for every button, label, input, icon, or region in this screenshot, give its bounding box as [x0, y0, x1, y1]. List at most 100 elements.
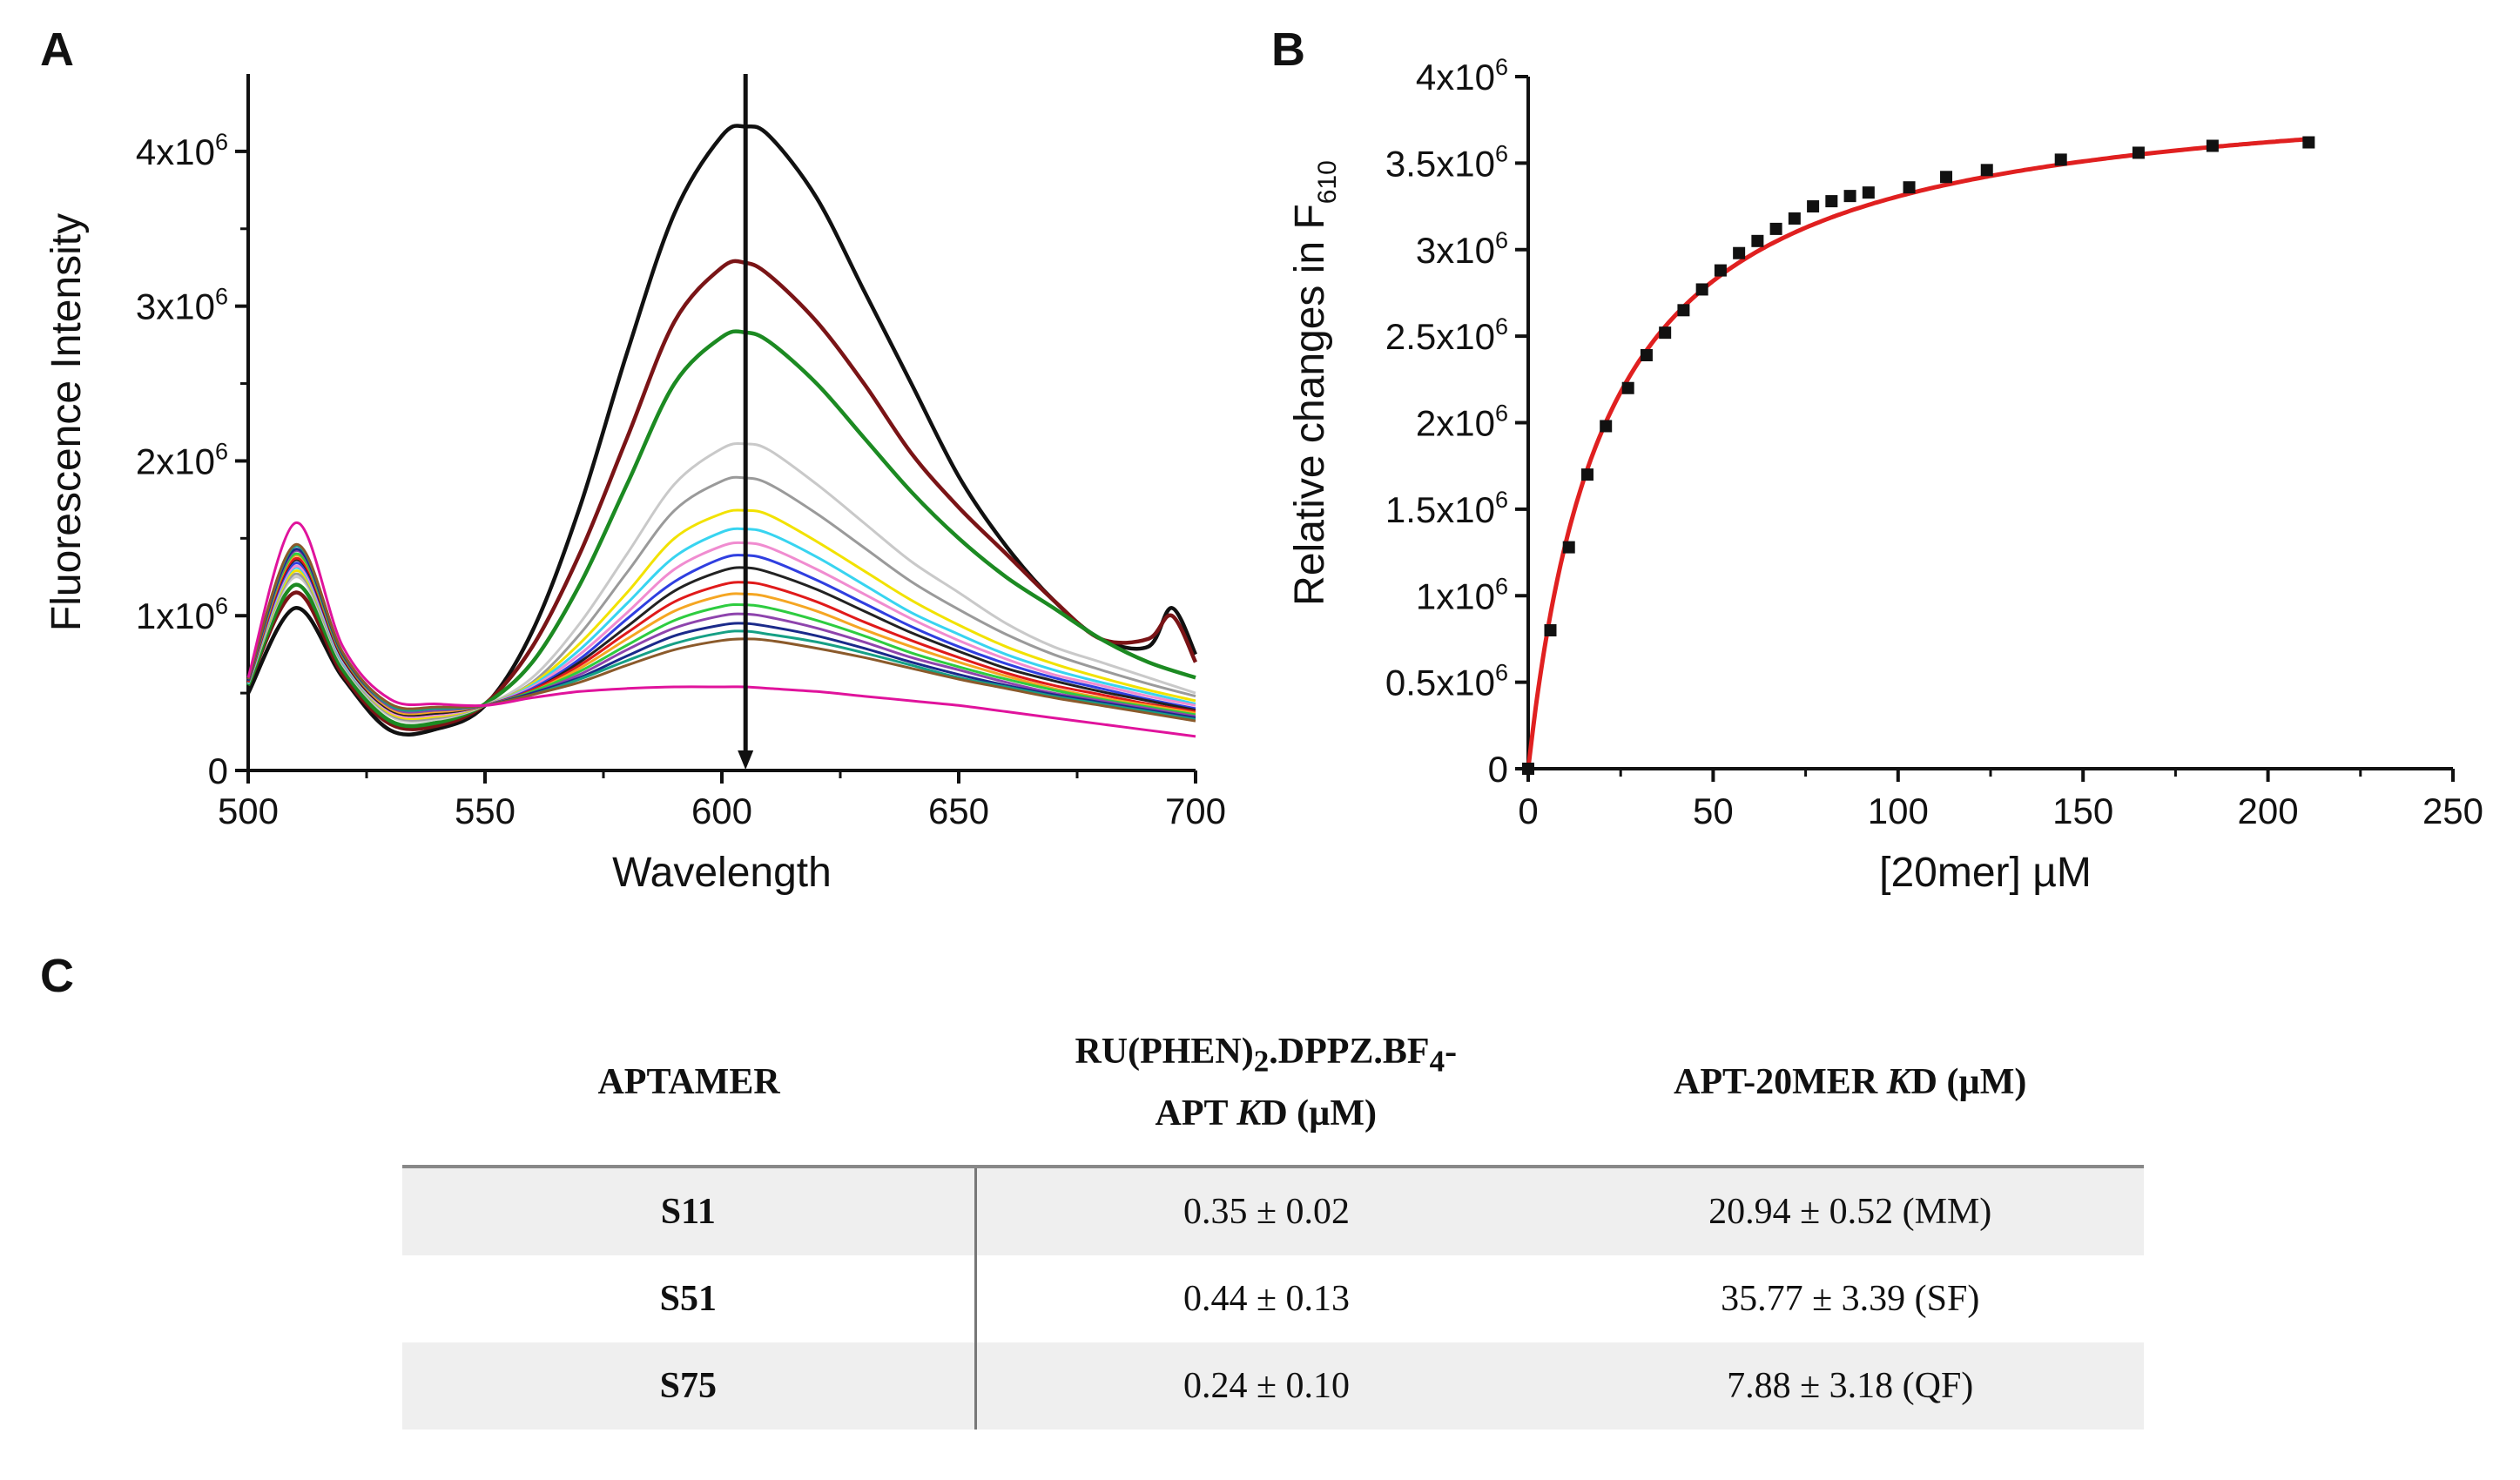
data-point — [1695, 283, 1708, 296]
panel-label-b: B — [1271, 24, 1305, 76]
y-tick-label-exponent: 6 — [1495, 54, 1508, 80]
y-tick-label-exponent: 6 — [1495, 573, 1508, 599]
y-tick-label-base: 1.5x10 — [1385, 489, 1495, 530]
y-tick-label: 3x106 — [136, 284, 228, 327]
ru-kd-header-sub: 2 — [1253, 1044, 1270, 1079]
y-tick-label: 4x106 — [136, 129, 228, 172]
y-tick-label-exponent: 6 — [1495, 660, 1508, 686]
chart-a-series-group — [246, 74, 1198, 770]
x-tick-label: 700 — [1165, 790, 1226, 831]
data-point — [1825, 195, 1838, 208]
chart-b-points-group — [1522, 136, 2315, 775]
y-tick-label-exponent: 6 — [215, 284, 228, 310]
data-point — [2132, 146, 2145, 159]
x-tick-label: 650 — [928, 790, 989, 831]
y-tick-label: 0 — [1488, 749, 1508, 790]
ru-kd-header-part: RU(PHEN) — [1075, 1032, 1254, 1073]
y-tick-label-base: 2.5x10 — [1385, 316, 1495, 357]
cell-apt20-kd: 35.77 ± 3.39 (SF) — [1721, 1279, 1980, 1319]
data-point — [1733, 246, 1746, 259]
chart-b-ticks-group: 0 50 100 150 200 25000.5x1061x1061.5x1062x106… — [1385, 54, 2483, 831]
ru-kd-header-part: .DPPZ.BF — [1269, 1032, 1430, 1073]
data-point — [1843, 190, 1856, 203]
kd-table-header-apt20-kd: APT-20MER KD (µM) — [1556, 1001, 2144, 1168]
chart-b-binding-curve: 0 50 100 150 200 25000.5x1061x1061.5x1062x106… — [1287, 54, 2483, 896]
table-row: S75 0.24 ± 0.10 7.88 ± 3.18 (QF) — [402, 1342, 2144, 1430]
ru-kd-header-part: APT — [1155, 1093, 1237, 1134]
chart-a-y-axis-label: Fluorescence Intensity — [44, 213, 90, 631]
y-tick-label-exponent: 6 — [1495, 487, 1508, 513]
data-point — [1980, 164, 1993, 177]
data-point — [1862, 186, 1875, 199]
cell-ru-kd: 0.24 ± 0.10 — [975, 1342, 1557, 1430]
data-point — [1621, 381, 1634, 394]
panel-label-c: C — [40, 950, 74, 1002]
y-tick-label-base: 4x10 — [136, 131, 215, 172]
x-tick-label: 200 — [2238, 790, 2299, 831]
x-tick-label: 250 — [2422, 790, 2483, 831]
ru-kd-header-sub: 4 — [1429, 1044, 1445, 1079]
chart-b-y-axis-label: Relative changes in F610 — [1287, 160, 1342, 606]
apt20-kd-header-part: D (µM) — [1910, 1062, 2027, 1103]
x-tick-label: 500 — [218, 790, 279, 831]
data-point — [1788, 212, 1801, 225]
y-tick-label-base: 0 — [1488, 749, 1508, 790]
y-tick-label-exponent: 6 — [1495, 140, 1508, 166]
x-tick-label: 600 — [691, 790, 752, 831]
y-tick-label: 4x106 — [1416, 54, 1508, 98]
apt20-kd-header-k: K — [1886, 1062, 1911, 1103]
y-tick-label-exponent: 6 — [215, 593, 228, 619]
data-point — [1940, 171, 1953, 184]
x-tick-label: 150 — [2052, 790, 2113, 831]
y-tick-label: 0 — [208, 750, 228, 791]
y-tick-label: 2x106 — [1416, 400, 1508, 444]
spectrum-line-17 — [246, 542, 1196, 723]
chart-a-x-axis-label: Wavelength — [612, 850, 832, 896]
kd-table-header-ru-kd: RU(PHEN)2.DPPZ.BF4- APT KD (µM) — [975, 1001, 1557, 1168]
data-point — [1751, 234, 1764, 247]
data-point — [1807, 200, 1820, 213]
kd-table-header-aptamer: APTAMER — [402, 1001, 976, 1168]
y-tick-label-base: 2x10 — [1416, 403, 1495, 444]
y-tick-label-base: 3x10 — [136, 286, 215, 327]
y-tick-label-base: 2x10 — [136, 441, 215, 481]
y-tick-label-exponent: 6 — [1495, 227, 1508, 253]
spectrum-line-13 — [246, 552, 1196, 716]
data-point — [1659, 326, 1672, 340]
fit-curve — [1526, 137, 2313, 770]
data-point — [2206, 139, 2219, 152]
y-tick-label: 3x106 — [1416, 227, 1508, 271]
ru-kd-header-part: D (µM) — [1261, 1093, 1377, 1134]
spectrum-line-3 — [246, 329, 1196, 729]
y-tick-label-base: 1x10 — [1416, 575, 1495, 616]
table-row: S11 0.35 ± 0.02 20.94 ± 0.52 (MM) — [402, 1167, 2144, 1255]
data-point — [2302, 136, 2315, 149]
ru-kd-header-part: - — [1445, 1032, 1458, 1073]
spectrum-line-18 — [246, 521, 1196, 738]
x-tick-label: 0 — [1518, 790, 1538, 831]
y-tick-label-exponent: 6 — [1495, 313, 1508, 340]
cell-aptamer: S75 — [402, 1342, 977, 1430]
chart-b-x-axis-label: [20mer] µM — [1879, 850, 2092, 896]
kd-table-header-row: APTAMER RU(PHEN)2.DPPZ.BF4- APT KD (µM) A… — [402, 1001, 2144, 1168]
y-tick-label: 0.5x106 — [1385, 660, 1508, 703]
y-tick-label: 3.5x106 — [1385, 140, 1508, 184]
apt20-kd-header-part: APT-20MER — [1674, 1062, 1887, 1103]
cell-apt20-kd: 7.88 ± 3.18 (QF) — [1556, 1342, 2144, 1430]
y-tick-label-base: 1x10 — [136, 595, 215, 636]
y-tick-label-base: 4x10 — [1416, 57, 1495, 98]
peak-arrow-head — [738, 750, 754, 770]
data-point — [2054, 153, 2067, 166]
cell-aptamer: S51 — [402, 1255, 977, 1342]
spectrum-line-2 — [246, 259, 1198, 731]
y-tick-label: 2.5x106 — [1385, 313, 1508, 357]
cell-apt20-kd: 20.94 ± 0.52 (MM) — [1556, 1167, 2144, 1255]
cell-ru-kd: 0.44 ± 0.13 — [1183, 1279, 1351, 1319]
y-tick-label-exponent: 6 — [215, 438, 228, 464]
spectrum-line-1 — [246, 124, 1198, 737]
y-tick-label-base: 0.5x10 — [1385, 663, 1495, 703]
y-tick-label-base: 3x10 — [1416, 230, 1495, 271]
y-tick-label: 1x106 — [136, 593, 228, 636]
